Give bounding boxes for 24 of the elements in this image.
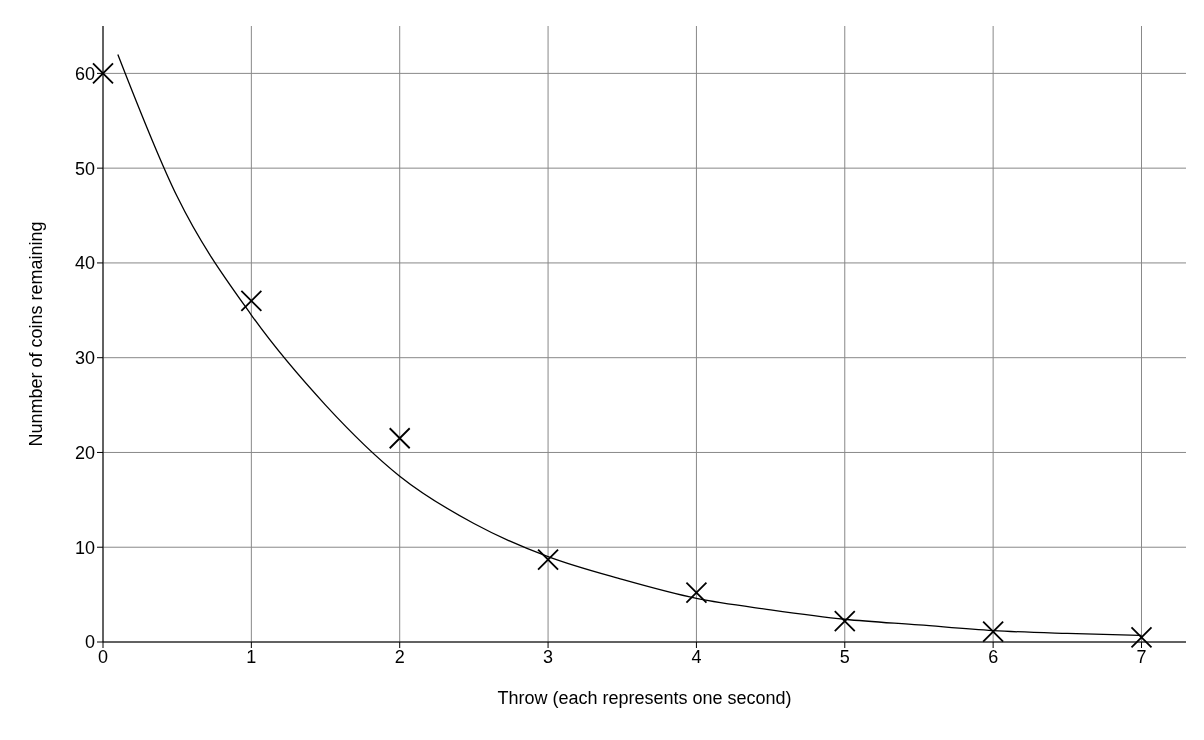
- x-tick-label: 1: [246, 646, 257, 667]
- x-tick-label: 4: [691, 646, 702, 667]
- point: [685, 581, 708, 604]
- x-tick-label: 2: [394, 646, 405, 667]
- y-tick-label: 10: [74, 537, 95, 558]
- x-tick-label: 6: [988, 646, 999, 667]
- y-axis-title: Nunmber of coins remaining: [26, 221, 47, 447]
- y-tick-label: 40: [74, 253, 95, 274]
- point: [240, 289, 263, 312]
- x-tick-label: 0: [97, 646, 109, 667]
- point: [388, 427, 411, 450]
- x-axis-title: Throw (each represents one second): [497, 688, 792, 708]
- y-tick-label: 30: [74, 348, 95, 369]
- point: [537, 548, 559, 571]
- y-tick-label: 0: [84, 632, 95, 653]
- point: [833, 610, 856, 633]
- y-tick-label: 60: [74, 63, 95, 84]
- y-tick-label: 50: [74, 158, 95, 179]
- y-tick-label: 20: [74, 442, 95, 463]
- x-tick-label: 5: [839, 646, 850, 667]
- point: [1130, 626, 1153, 649]
- x-tick-label: 3: [543, 646, 554, 667]
- x-tick-label: 7: [1136, 646, 1147, 667]
- point: [982, 620, 1005, 643]
